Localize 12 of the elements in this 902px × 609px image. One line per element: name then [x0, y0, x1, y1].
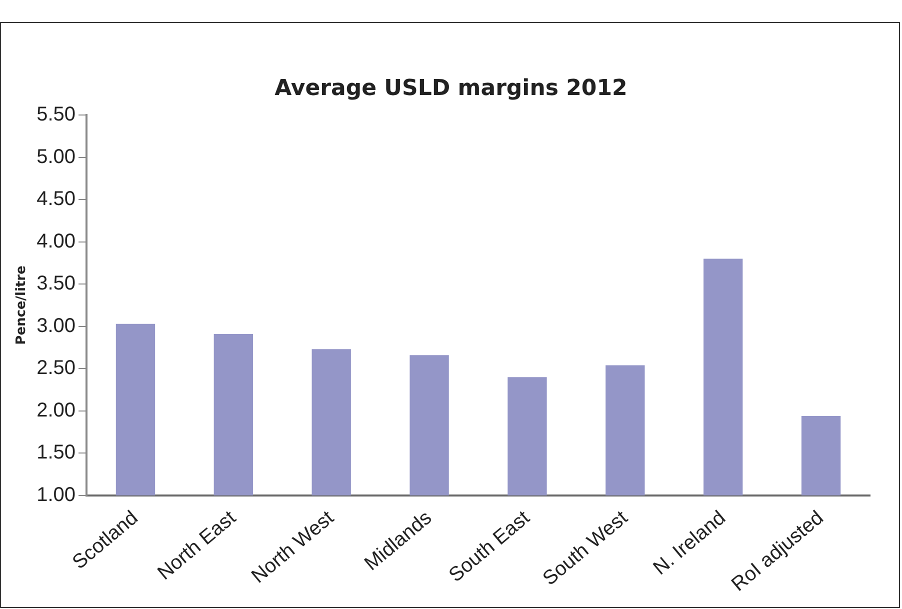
y-tick-label: 2.00	[36, 399, 76, 422]
y-tick-label: 5.50	[36, 104, 76, 126]
y-tick-label: 2.50	[36, 357, 76, 380]
y-tick-label: 3.00	[36, 314, 76, 337]
y-tick-label: 4.50	[36, 188, 76, 210]
y-tick-label: 3.50	[36, 272, 76, 295]
y-tick-label: 4.00	[36, 230, 76, 252]
y-tick-label: 1.50	[36, 442, 76, 464]
y-tick-label: 5.00	[36, 146, 76, 168]
y-tick-label: 1.00	[36, 484, 76, 506]
y-axis-title: Pence/litre	[14, 265, 30, 345]
chart-title: Average USLD margins 2012	[274, 76, 628, 101]
